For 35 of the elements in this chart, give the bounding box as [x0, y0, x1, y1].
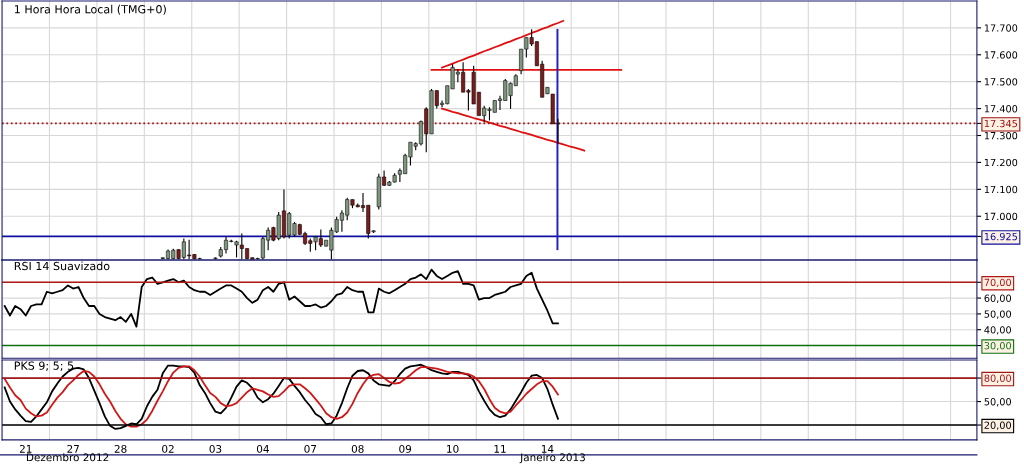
chart-title: RSI 14 Suavizado	[14, 261, 110, 271]
y-tick-label: 17.300	[984, 131, 1018, 140]
y-tick-label: 30,00	[984, 342, 1012, 351]
y-tick-label: 17.000	[984, 212, 1018, 221]
y-tick-label: 20,00	[984, 421, 1012, 430]
x-tick-label: 28	[114, 444, 127, 453]
y-tick-label: 70,00	[984, 278, 1012, 288]
x-tick-label: 08	[351, 444, 364, 453]
x-tick-label: 21	[19, 444, 32, 453]
text: Janeiro 2013	[519, 453, 585, 464]
chart-title: 1 Hora Hora Local (TMG+0)	[14, 4, 166, 15]
x-tick-label: 09	[399, 444, 412, 453]
y-tick-label: 17.200	[984, 158, 1018, 167]
x-tick-label: 27	[67, 444, 79, 453]
y-tick-label: 17.600	[984, 51, 1018, 59]
y-tick-label: 16.925	[984, 232, 1018, 241]
chart-title: PKS 9; 5; 5	[14, 361, 74, 371]
y-tick-label: 17.700	[984, 24, 1018, 32]
y-tick-label: 80,00	[984, 374, 1012, 383]
y-tick-label: 17.345	[984, 119, 1018, 128]
y-tick-label: 40,00	[984, 326, 1012, 335]
y-tick-label: 17.100	[984, 185, 1018, 194]
x-tick-label: 03	[209, 444, 222, 453]
x-tick-label: 10	[447, 444, 459, 453]
x-tick-label: 07	[304, 444, 317, 453]
x-tick-label: 02	[162, 444, 174, 453]
x-tick-label: 14	[541, 445, 554, 453]
x-tick-label: 04	[256, 444, 269, 453]
text: Dezembro 2012	[26, 453, 109, 462]
y-tick-label: 60,00	[984, 294, 1012, 303]
y-tick-label: 50,00	[984, 310, 1012, 319]
y-tick-label: 17.400	[984, 105, 1018, 113]
y-tick-label: 17.500	[984, 78, 1018, 86]
y-tick-label: 50,00	[984, 398, 1012, 407]
x-tick-label: 11	[494, 445, 506, 453]
